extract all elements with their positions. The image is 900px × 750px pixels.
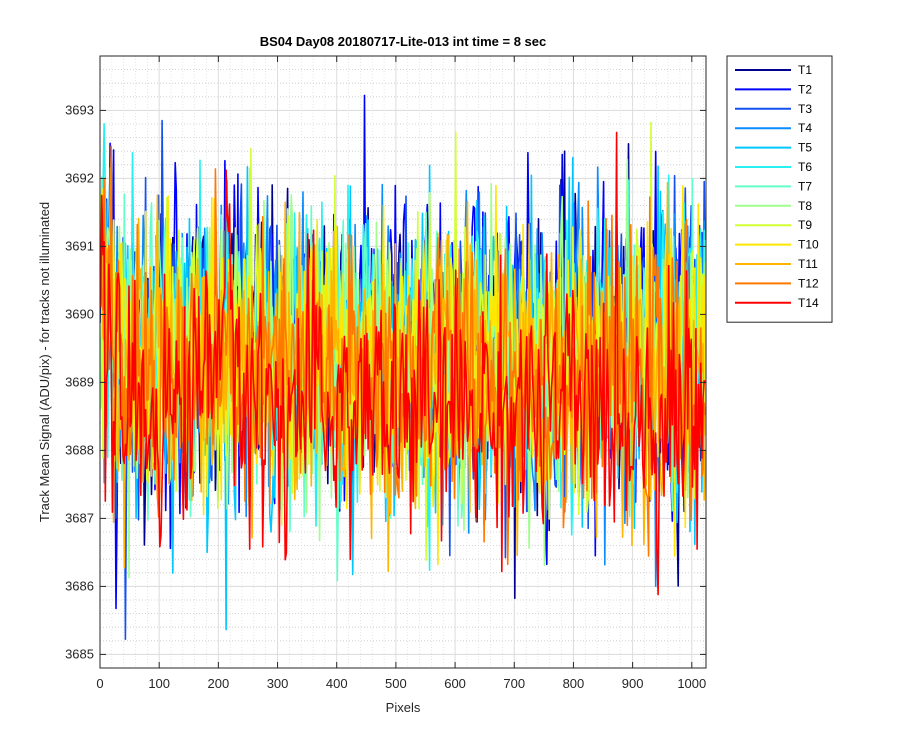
x-tick-label: 0 xyxy=(96,676,103,691)
x-tick-label: 800 xyxy=(563,676,585,691)
plot-series xyxy=(99,94,707,640)
legend-label-t9: T9 xyxy=(798,218,812,232)
legend-label-t4: T4 xyxy=(798,121,812,135)
legend-label-t11: T11 xyxy=(798,257,818,271)
y-tick-label: 3688 xyxy=(65,442,94,457)
x-tick-label: 200 xyxy=(208,676,230,691)
legend-label-t10: T10 xyxy=(798,238,819,252)
x-tick-label: 500 xyxy=(385,676,407,691)
x-tick-label: 900 xyxy=(622,676,644,691)
legend-label-t5: T5 xyxy=(798,141,812,155)
legend-label-t14: T14 xyxy=(798,296,819,310)
x-tick-label: 1000 xyxy=(677,676,706,691)
legend-label-t3: T3 xyxy=(798,102,812,116)
axes-box xyxy=(99,55,707,669)
y-tick-label: 3691 xyxy=(65,238,94,253)
x-axis-label: Pixels xyxy=(386,700,421,715)
chart-title: BS04 Day08 20180717-Lite-013 int time = … xyxy=(260,34,547,49)
y-tick-label: 3685 xyxy=(65,646,94,661)
legend-label-t6: T6 xyxy=(798,160,812,174)
y-tick-label: 3692 xyxy=(65,170,94,185)
legend-box xyxy=(726,55,833,323)
legend-label-t12: T12 xyxy=(798,276,819,290)
legend-label-t1: T1 xyxy=(798,63,812,77)
x-tick-label: 300 xyxy=(267,676,289,691)
tick-labels: 0 100 200 300 400 500 600 700 800 900 1000 3685 3686… xyxy=(65,102,706,691)
legend-label-t8: T8 xyxy=(798,199,812,213)
axes xyxy=(99,55,707,669)
y-tick-label: 3689 xyxy=(65,374,94,389)
legend-label-t7: T7 xyxy=(798,179,812,193)
x-tick-label: 100 xyxy=(148,676,170,691)
y-tick-label: 3686 xyxy=(65,578,94,593)
x-tick-label: 700 xyxy=(503,676,525,691)
x-tick-label: 600 xyxy=(444,676,466,691)
series-line-t14 xyxy=(99,131,707,596)
legend-label-t2: T2 xyxy=(798,82,812,96)
x-tick-label: 400 xyxy=(326,676,348,691)
y-axis-label: Track Mean Signal (ADU/pix) - for tracks… xyxy=(37,202,52,522)
legend: T1 T2 T3 T4 T5 T6 T7 T8 T9 T10 T11 T12 T14 xyxy=(726,55,833,323)
y-tick-label: 3687 xyxy=(65,510,94,525)
y-tick-label: 3690 xyxy=(65,306,94,321)
y-tick-label: 3693 xyxy=(65,102,94,117)
